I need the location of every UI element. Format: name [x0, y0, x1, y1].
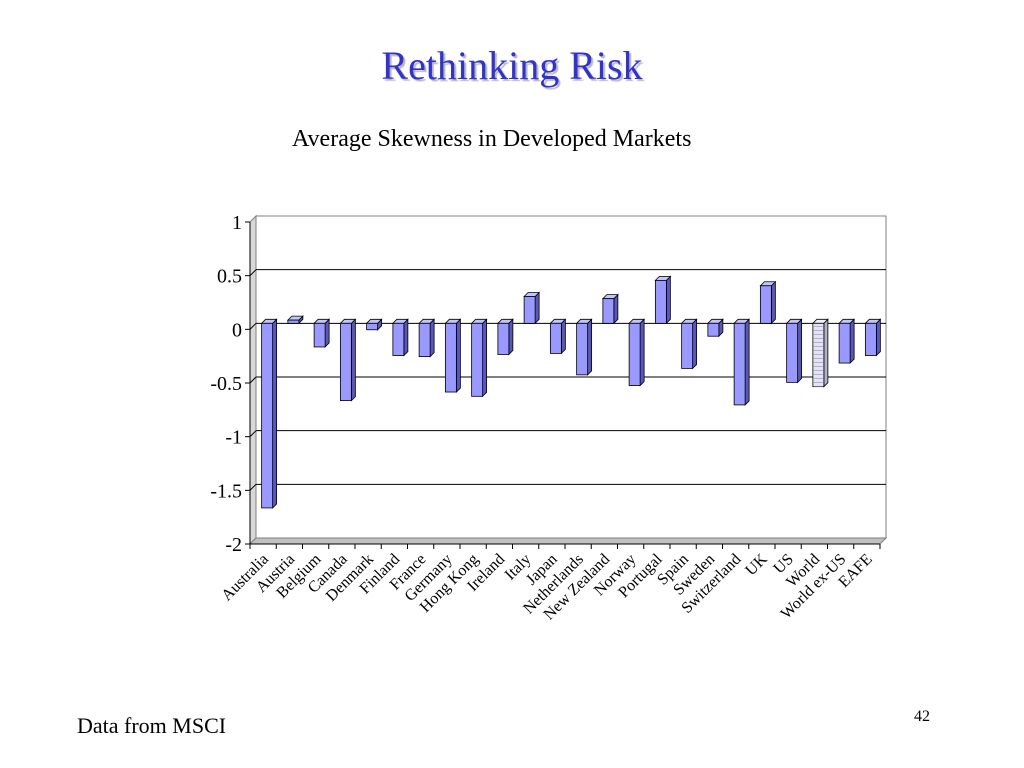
y-tick-label: -1.5	[210, 480, 242, 502]
y-tick-label: 0	[232, 319, 242, 341]
bar-japan	[549, 318, 567, 355]
chart-floor	[248, 537, 888, 545]
bar-sweden	[706, 318, 724, 338]
bar-uk	[759, 280, 777, 325]
bar-ireland	[496, 318, 514, 356]
bar-italy	[523, 291, 541, 325]
bar-netherlands	[575, 318, 593, 376]
gridline-side	[249, 376, 257, 384]
bar-world-ex-us	[838, 318, 856, 365]
bar-portugal	[654, 275, 672, 325]
bar-eafe	[864, 318, 882, 357]
bar-switzerland	[733, 318, 751, 406]
slide-number: 42	[914, 708, 930, 725]
x-tick-label-uk: UK	[742, 550, 771, 579]
bar-canada	[339, 318, 357, 402]
source-note: Data from MSCI	[77, 713, 227, 738]
y-tick-label: 0.5	[217, 266, 242, 288]
bar-france	[418, 318, 436, 358]
bar-finland	[391, 318, 409, 357]
bar-belgium	[313, 318, 331, 348]
bar-austria	[286, 315, 304, 325]
chart-title: Average Skewness in Developed Markets	[292, 126, 692, 152]
gridline-side	[249, 483, 257, 491]
bar-denmark	[365, 318, 383, 331]
gridline-side	[249, 269, 257, 277]
bar-spain	[680, 318, 698, 370]
bar-australia	[260, 318, 278, 509]
y-tick-label: -2	[225, 534, 242, 556]
gridline-side	[249, 322, 257, 330]
slide-title: Rethinking Risk	[381, 43, 643, 88]
y-tick-label: -0.5	[210, 373, 242, 395]
gridline-side	[249, 430, 257, 438]
bar-us	[785, 318, 803, 384]
y-tick-label: -1	[225, 427, 242, 449]
y-tick-label: 1	[232, 212, 242, 234]
bar-germany	[444, 318, 462, 393]
bar-hong-kong	[470, 318, 488, 398]
bar-norway	[628, 318, 646, 387]
bar-new-zealand	[601, 293, 619, 325]
bar-world	[811, 318, 829, 388]
